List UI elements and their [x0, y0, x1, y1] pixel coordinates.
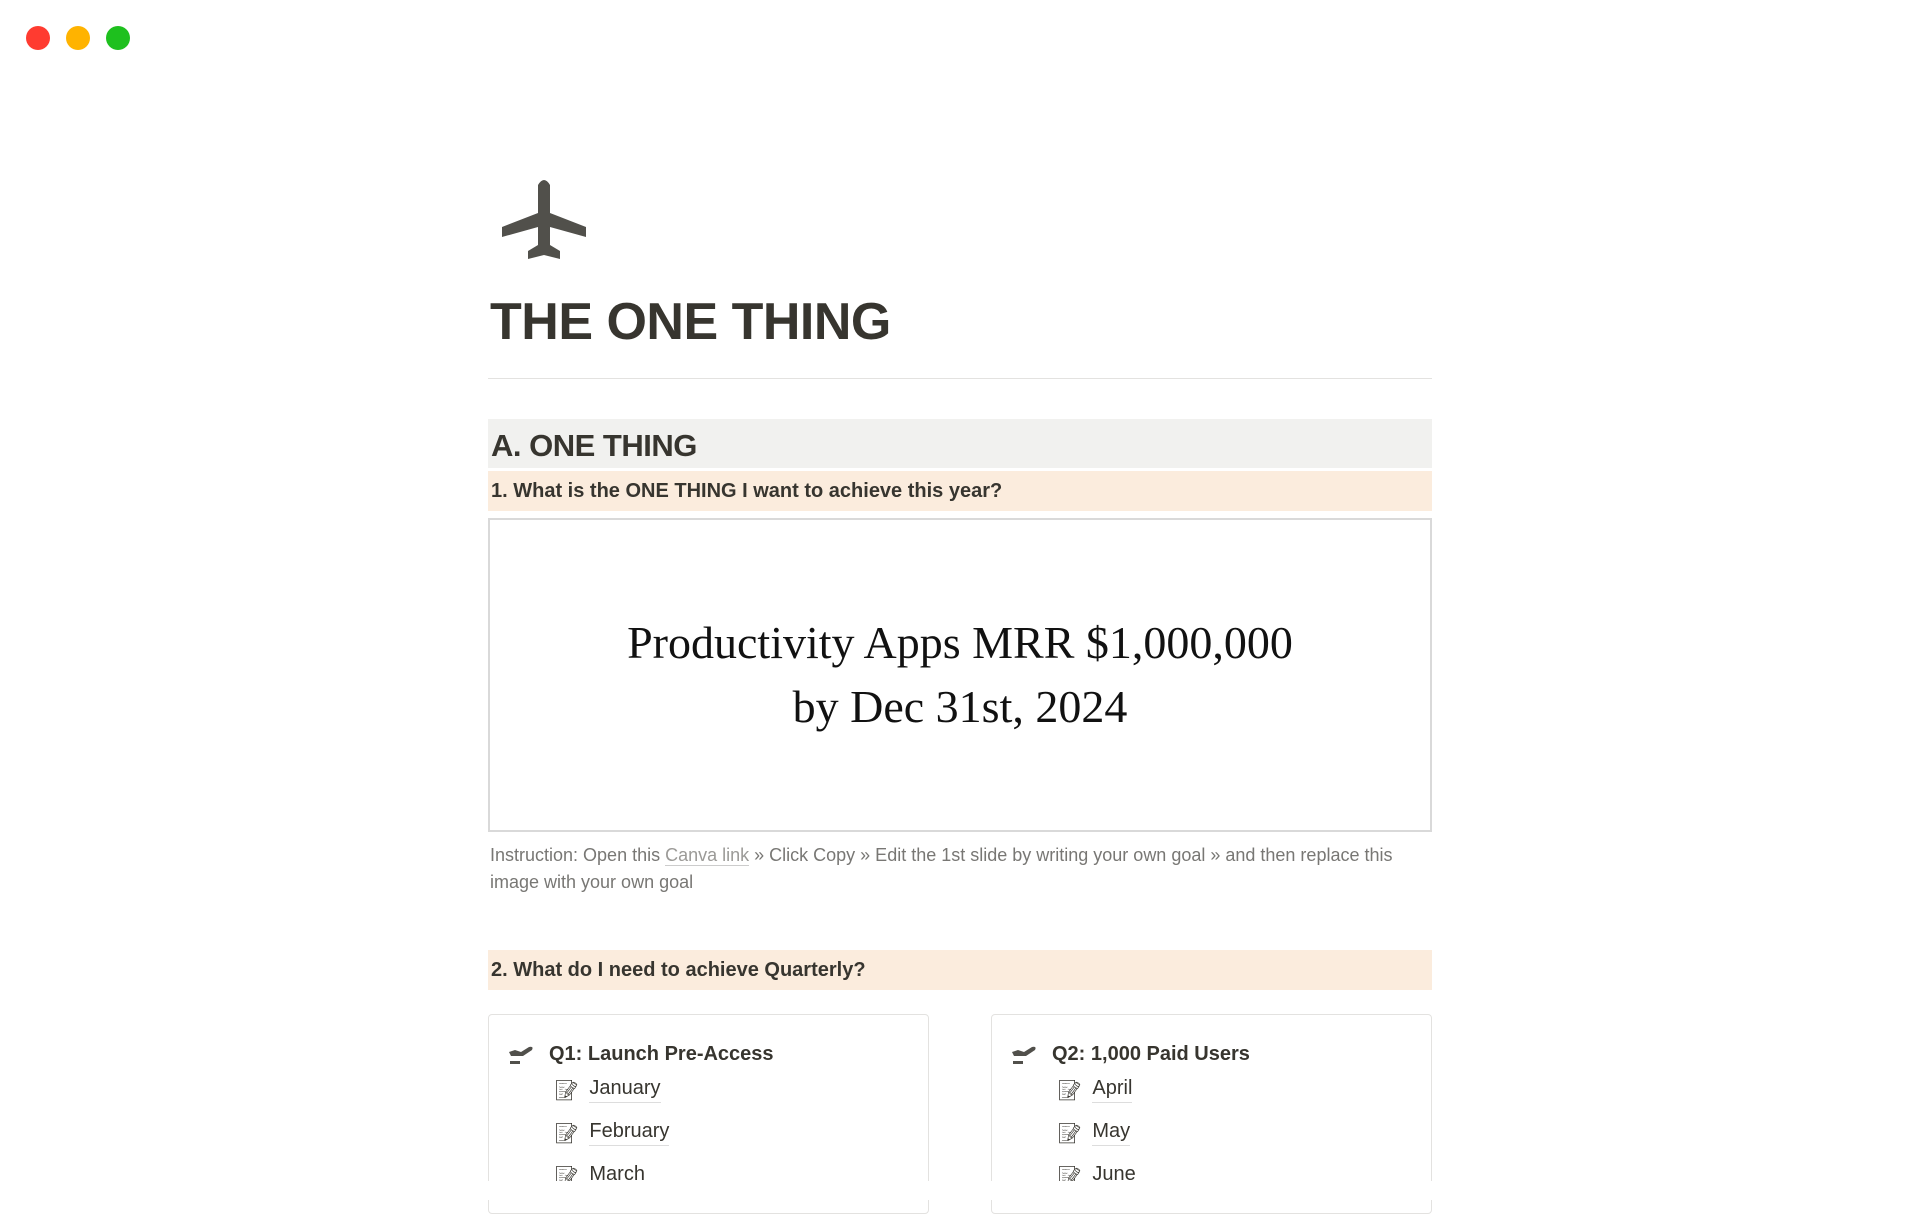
- divider: [488, 378, 1432, 379]
- month-label: January: [589, 1077, 661, 1103]
- quarter-link-q1[interactable]: Q1: Launch Pre-Access: [507, 1043, 774, 1066]
- viewport-edge: [0, 1181, 1920, 1200]
- goal-image[interactable]: Productivity Apps MRR $1,000,000 by Dec …: [488, 518, 1432, 832]
- instruction-suffix: » Click Copy » Edit the 1st slide by wri…: [490, 845, 1393, 892]
- edit-icon: 📝︎: [1057, 1079, 1083, 1102]
- quarter-title: Q1: Launch Pre-Access: [549, 1043, 774, 1065]
- quarter-card-q2: Q2: 1,000 Paid Users 📝︎ April 📝︎ May 📝︎ Jun…: [991, 1014, 1432, 1214]
- edit-icon: 📝︎: [554, 1079, 580, 1102]
- question-one-callout: 1. What is the ONE THING I want to achie…: [488, 471, 1432, 511]
- quarter-link-q2[interactable]: Q2: 1,000 Paid Users: [1010, 1043, 1250, 1066]
- window-zoom-button[interactable]: [106, 26, 130, 50]
- window-close-button[interactable]: [26, 26, 50, 50]
- airplane-icon[interactable]: [500, 175, 588, 268]
- quarter-card-q1: Q1: Launch Pre-Access 📝︎ January 📝︎ Februa…: [488, 1014, 929, 1214]
- instruction-prefix: Instruction: Open this: [490, 845, 666, 865]
- page-title: THE ONE THING: [490, 293, 891, 351]
- month-link-january[interactable]: 📝︎ January: [554, 1077, 661, 1103]
- month-link-april[interactable]: 📝︎ April: [1057, 1077, 1133, 1103]
- edit-icon: 📝︎: [1057, 1122, 1083, 1145]
- edit-icon: 📝︎: [554, 1122, 580, 1145]
- month-link-february[interactable]: 📝︎ February: [554, 1120, 670, 1146]
- airplane-departure-icon: [509, 1046, 533, 1064]
- instruction-text: Instruction: Open this Canva link » Clic…: [490, 842, 1434, 896]
- question-two-callout: 2. What do I need to achieve Quarterly?: [488, 950, 1432, 990]
- month-link-may[interactable]: 📝︎ May: [1057, 1120, 1131, 1146]
- section-heading: A. ONE THING: [488, 419, 1432, 468]
- quarter-title: Q2: 1,000 Paid Users: [1052, 1043, 1250, 1065]
- goal-line-2: by Dec 31st, 2024: [792, 681, 1128, 732]
- month-label: February: [589, 1120, 670, 1146]
- canva-link[interactable]: Canva link: [665, 845, 750, 866]
- goal-line-1: Productivity Apps MRR $1,000,000: [627, 617, 1293, 668]
- airplane-departure-icon: [1012, 1046, 1036, 1064]
- month-label: April: [1092, 1077, 1133, 1103]
- month-label: May: [1092, 1120, 1131, 1146]
- window-minimize-button[interactable]: [66, 26, 90, 50]
